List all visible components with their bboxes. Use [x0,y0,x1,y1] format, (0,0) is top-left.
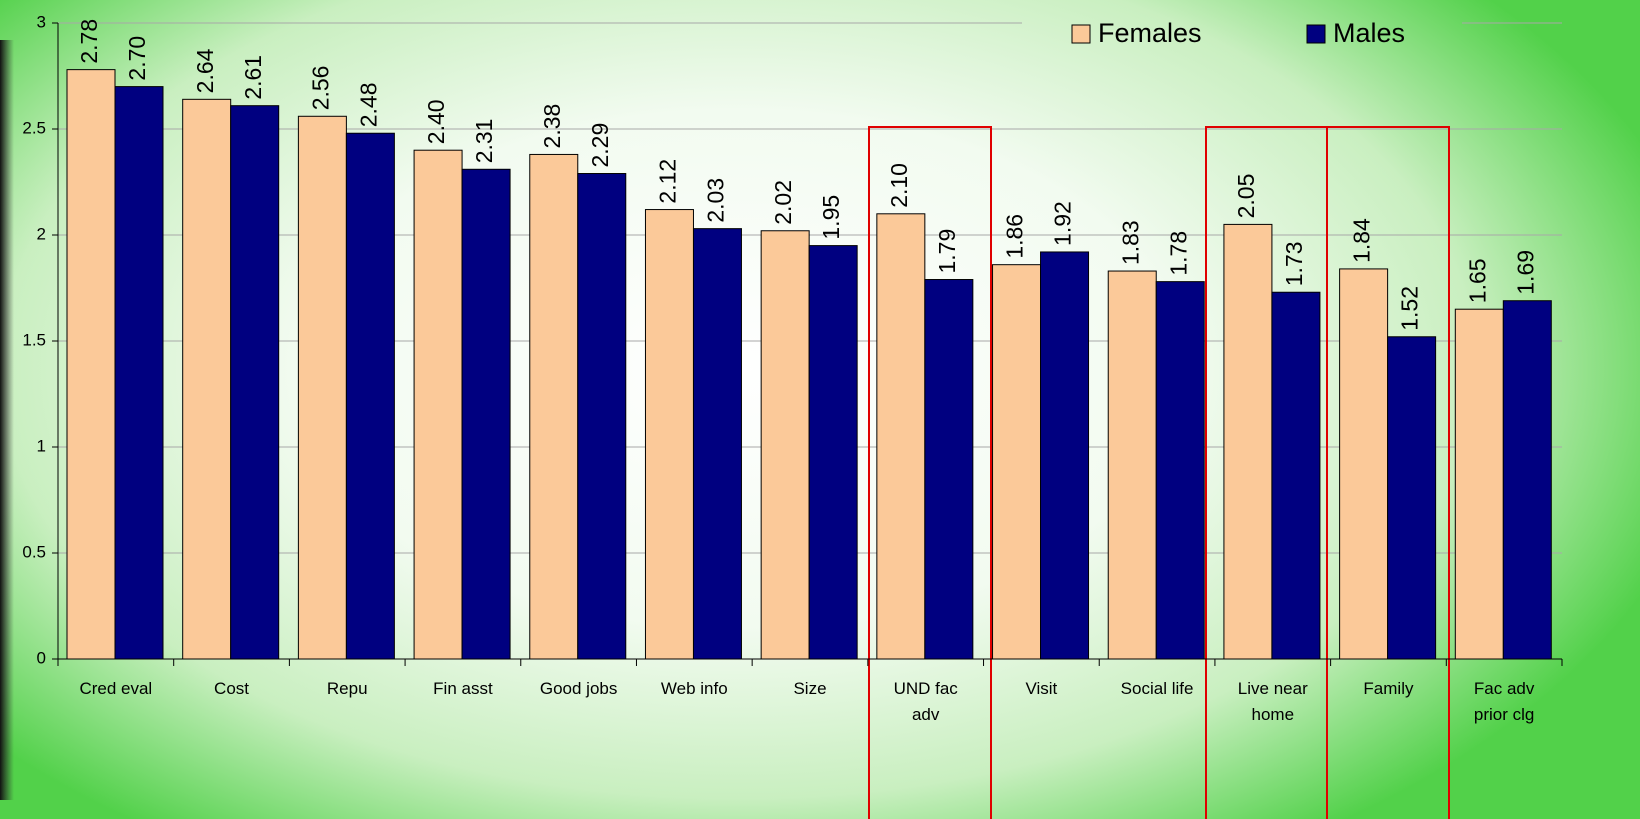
bar [182,98,232,660]
legend-label: Males [1333,18,1405,48]
data-label: 1.79 [934,229,960,274]
bar [876,213,926,660]
data-label: 2.12 [655,159,681,204]
data-label: 2.61 [240,55,266,100]
x-tick-label: Social life [1120,679,1194,698]
bar [924,279,974,660]
x-tick-label: Good jobs [539,679,618,698]
legend-swatch [1071,24,1091,44]
y-tick-label: 1 [37,436,46,455]
x-tick-label: Family [1363,679,1414,698]
legend-label: Females [1098,18,1202,48]
legend-swatch [1306,24,1326,44]
bar [1502,300,1552,660]
bar [692,228,742,660]
data-label: 2.02 [770,180,796,225]
data-label: 2.31 [471,119,497,164]
highlight-box [868,126,992,819]
data-label: 2.05 [1233,174,1259,219]
x-tick-label: Cred eval [79,679,153,698]
y-tick-label: 2 [37,224,46,243]
edge-shadow [0,40,14,800]
x-tick-label: Repu [326,679,368,698]
bar [114,86,164,660]
x-tick-label: UND fac adv [893,679,958,724]
data-label: 1.78 [1165,231,1191,276]
y-tick-label: 3 [37,12,46,31]
x-tick-label: Web info [660,679,728,698]
bar [1040,251,1090,660]
bar [230,105,280,660]
bar [1454,308,1504,660]
y-tick-label: 1.5 [22,330,46,349]
data-label: 1.86 [1002,214,1028,259]
bar [529,153,579,660]
data-label: 1.52 [1397,286,1423,331]
x-tick-label: Live near home [1237,679,1308,724]
bar [808,245,858,660]
data-label: 1.65 [1464,258,1490,303]
data-label: 1.92 [1050,201,1076,246]
bar [992,264,1042,660]
data-label: 1.83 [1117,220,1143,265]
data-label: 2.70 [124,36,150,81]
bar [461,168,511,660]
data-label: 2.03 [703,178,729,223]
bar [644,209,694,660]
data-label: 1.84 [1349,218,1375,263]
bar [1223,223,1273,660]
data-label: 1.73 [1281,241,1307,286]
bar [1387,336,1437,660]
y-tick-label: 0 [37,648,46,667]
x-tick-label: Fin asst [433,679,493,698]
x-tick-label: Cost [214,679,250,698]
x-tick-label: Size [793,679,827,698]
bar [345,132,395,660]
data-label: 1.69 [1512,250,1538,295]
bar [577,173,627,660]
bar [66,69,116,660]
bar [297,115,347,660]
bar [1107,270,1157,660]
data-label: 2.64 [192,48,218,93]
data-label: 2.10 [886,163,912,208]
y-tick-label: 0.5 [22,542,46,561]
data-label: 1.95 [818,195,844,240]
bar [413,149,463,660]
x-tick-label: Visit [1025,679,1058,698]
data-label: 2.29 [587,123,613,168]
data-label: 2.78 [76,19,102,64]
x-tick-label: Fac adv prior clg [1473,679,1535,724]
data-label: 2.38 [539,104,565,149]
data-label: 2.56 [307,66,333,111]
data-label: 2.40 [423,99,449,144]
y-tick-label: 2.5 [22,118,46,137]
bar [760,230,810,660]
bar [1339,268,1389,660]
bar [1271,291,1321,660]
bar [1155,281,1205,660]
data-label: 2.48 [355,82,381,127]
highlight-box [1326,126,1450,819]
